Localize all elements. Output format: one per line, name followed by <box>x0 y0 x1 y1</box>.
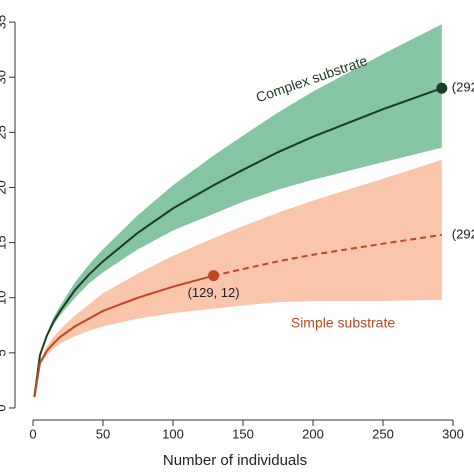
y-tick-label: 5 <box>0 349 8 356</box>
x-tick-label: 250 <box>372 426 394 441</box>
rarefaction-line <box>33 87 443 398</box>
rarefaction-line <box>33 274 214 398</box>
x-tick-label: 0 <box>29 426 36 441</box>
confidence-band <box>34 24 442 397</box>
y-tick-label: 10 <box>0 290 8 304</box>
y-tick-label: 35 <box>0 15 8 29</box>
x-tick-label: 300 <box>442 426 464 441</box>
extrapolated-line <box>213 233 442 277</box>
point-label: (129, 12) <box>188 285 240 300</box>
x-tick-label: 50 <box>96 426 110 441</box>
y-tick-label: 15 <box>0 235 8 249</box>
x-tick-label: 200 <box>302 426 324 441</box>
y-tick-label: 0 <box>0 404 8 411</box>
y-tick-label: 20 <box>0 180 8 194</box>
y-tick-label: 25 <box>0 125 8 139</box>
x-axis-label: Number of individuals <box>163 452 307 469</box>
x-tick-label: 100 <box>162 426 184 441</box>
point-label: (292, 29) <box>452 80 474 95</box>
x-tick-label: 150 <box>232 426 254 441</box>
y-tick-label: 30 <box>0 70 8 84</box>
point-label: (292, 16) <box>452 226 474 241</box>
point <box>208 270 220 282</box>
confidence-band <box>34 159 442 397</box>
point <box>436 82 448 94</box>
series-annotation: Simple substrate <box>291 315 395 331</box>
